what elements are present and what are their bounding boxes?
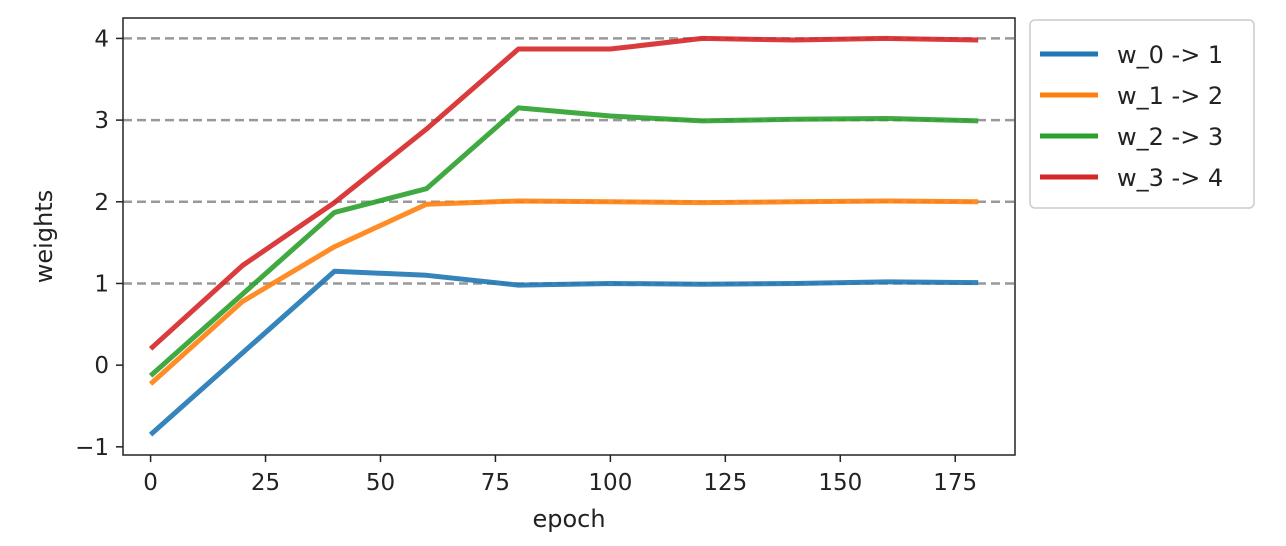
legend-label-0: w_0 -> 1 bbox=[1117, 41, 1223, 69]
y-tick-label: 2 bbox=[94, 190, 109, 216]
x-tick-label: 75 bbox=[481, 470, 510, 496]
y-tick-label: −1 bbox=[75, 435, 109, 461]
series-line-0 bbox=[148, 268, 979, 437]
reference-lines bbox=[123, 37, 1015, 285]
x-tick-label: 150 bbox=[818, 470, 862, 496]
x-tick-label: 25 bbox=[251, 470, 280, 496]
y-axis-label: weights bbox=[30, 190, 58, 283]
y-tick-label: 0 bbox=[94, 353, 109, 379]
y-tick-label: 3 bbox=[94, 108, 109, 134]
x-tick-label: 175 bbox=[933, 470, 977, 496]
series-line-1 bbox=[148, 198, 979, 386]
legend: w_0 -> 1 w_1 -> 2 w_2 -> 3 w_3 -> 4 bbox=[1029, 19, 1255, 209]
x-tick-label: 125 bbox=[703, 470, 747, 496]
x-tick-label: 100 bbox=[588, 470, 632, 496]
legend-box bbox=[1029, 19, 1255, 209]
y-tick-label: 4 bbox=[94, 26, 109, 52]
y-tick-label: 1 bbox=[94, 271, 109, 297]
series-lines bbox=[148, 35, 979, 437]
x-axis-label: epoch bbox=[532, 505, 605, 533]
legend-label-1: w_1 -> 2 bbox=[1117, 82, 1223, 110]
series-line-2 bbox=[148, 105, 979, 378]
plot-frame bbox=[122, 17, 1016, 456]
x-tick-label: 0 bbox=[143, 470, 158, 496]
x-tick-label: 50 bbox=[366, 470, 395, 496]
y-axis: −1 0 1 2 3 4 bbox=[75, 26, 123, 461]
legend-label-3: w_3 -> 4 bbox=[1117, 164, 1223, 192]
legend-label-2: w_2 -> 3 bbox=[1117, 123, 1223, 151]
x-axis: 0 25 50 75 100 125 150 175 bbox=[143, 455, 977, 496]
series-line-3 bbox=[148, 35, 979, 351]
